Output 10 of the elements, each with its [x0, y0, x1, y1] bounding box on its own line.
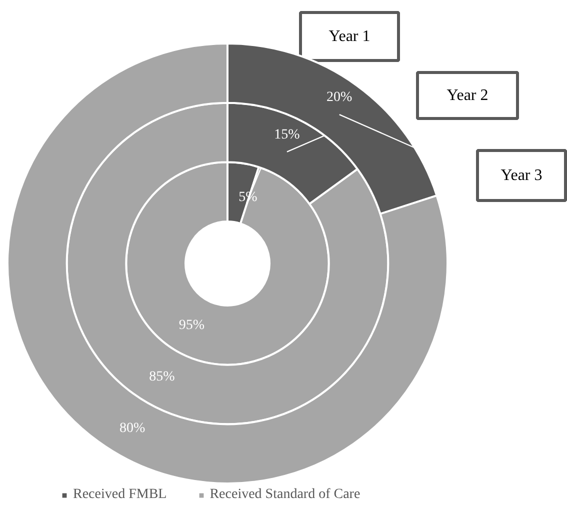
data-label: 85% [149, 369, 176, 384]
legend-label: Received FMBL [73, 487, 167, 503]
slice-label: Year 2 [446, 87, 488, 104]
data-label: 15% [274, 127, 300, 142]
data-label: 80% [120, 420, 146, 436]
data-label: 20% [326, 90, 353, 106]
slice-label: Year 3 [500, 167, 542, 184]
data-label: 95% [178, 318, 205, 334]
legend-label: Received Standard of Care [210, 487, 360, 503]
slice-label: Year 1 [328, 28, 370, 45]
